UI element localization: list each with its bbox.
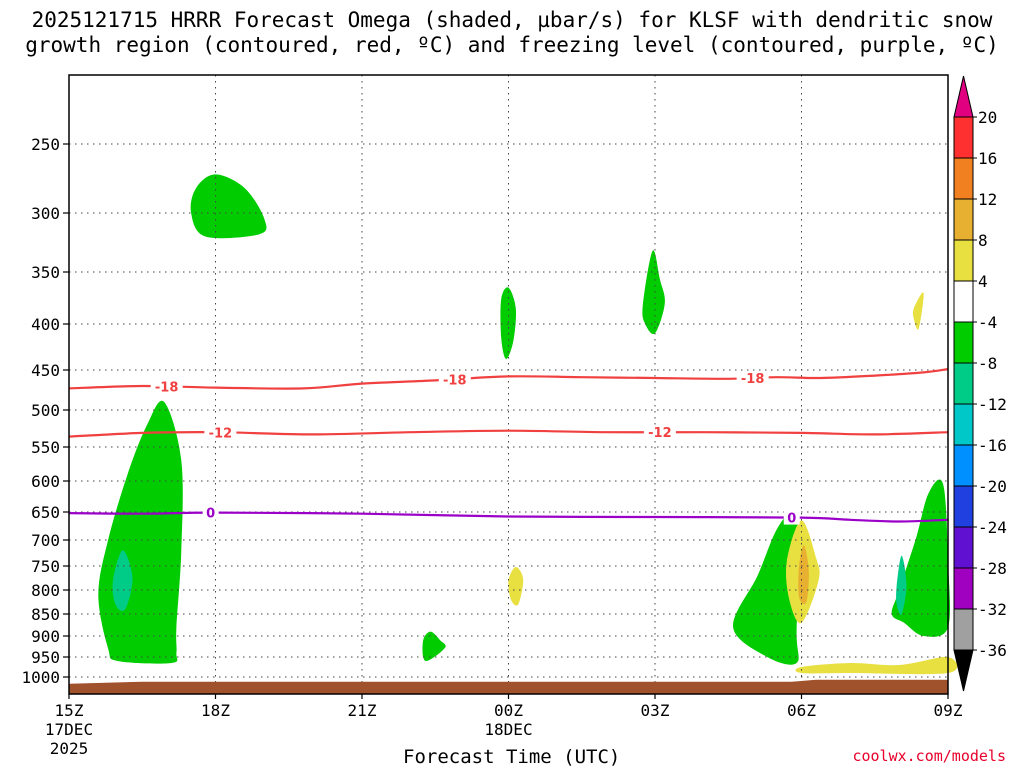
colorbar-seg-2 xyxy=(953,198,974,241)
colorbar-seg-12 xyxy=(953,608,974,651)
colorbar-seg-7 xyxy=(953,403,974,446)
colorbar-seg-9 xyxy=(953,485,974,528)
ascent-05z-low xyxy=(733,511,800,665)
x-axis-label: Forecast Time (UTC) xyxy=(403,746,621,768)
plot-background xyxy=(69,75,948,694)
dgz-minus12-label-bg-1 xyxy=(643,425,676,440)
y-tick-label-850: 850 xyxy=(31,605,60,624)
y-tick-label-800: 800 xyxy=(31,581,60,600)
colorbar-label--8: -8 xyxy=(978,354,997,373)
y-tick-label-950: 950 xyxy=(31,648,60,667)
contour-layer: -18 -18 -18 -12 -12 0 0 xyxy=(68,368,949,527)
colorbar-label-12: 12 xyxy=(978,190,997,209)
ascent-upper-18z xyxy=(190,174,267,239)
x-tick-label-15Z: 15Z xyxy=(55,701,84,720)
colorbar-label-20: 20 xyxy=(978,108,997,127)
freezing-level-line xyxy=(68,511,949,523)
colorbar-seg-10 xyxy=(953,526,974,569)
y-tick-label-450: 450 xyxy=(31,361,60,380)
colorbar-seg-11 xyxy=(953,567,974,610)
dgz-minus18-label-2: -18 xyxy=(741,372,765,387)
descent-near-surface xyxy=(795,656,958,675)
ascent-strong-08z xyxy=(896,555,907,615)
y-tick-label-750: 750 xyxy=(31,557,60,576)
x-tick-label-03Z: 03Z xyxy=(641,701,670,720)
freezing-level-label-0: 0 xyxy=(206,507,215,522)
colorbar-label--24: -24 xyxy=(978,518,1007,537)
y-tick-label-300: 300 xyxy=(31,204,60,223)
y-tick-label-1000: 1000 xyxy=(21,668,60,687)
colorbar-label-4: 4 xyxy=(978,272,988,291)
colorbar-label--36: -36 xyxy=(978,641,1007,660)
colorbar-label-8: 8 xyxy=(978,231,988,250)
x-tick-label-06Z: 06Z xyxy=(787,701,816,720)
x-tick-label-00Z: 00Z xyxy=(494,701,523,720)
dgz-minus12-label-1: -12 xyxy=(648,426,672,441)
dgz-minus18-label-bg-1 xyxy=(438,372,471,387)
dgz-minus18-label-bg-2 xyxy=(736,371,769,385)
descent-strong-06z xyxy=(798,545,809,605)
grid-layer xyxy=(68,75,949,694)
descent-08z-upper xyxy=(912,292,924,330)
freezing-level-label-bg-1 xyxy=(783,510,800,525)
y-tick-label-550: 550 xyxy=(31,438,60,457)
axis-layer: 250 300 350 400 450 500 550 600 650 700 750 800 850 9… xyxy=(21,135,962,758)
ascent-08z-low xyxy=(891,479,951,637)
colorbar-seg-1 xyxy=(953,157,974,200)
colorbar-seg-6 xyxy=(953,362,974,405)
x-tick-sublabel-15Z-1: 2025 xyxy=(50,739,89,758)
credit-link[interactable]: coolwx.com/models xyxy=(852,747,1006,765)
ascent-00z-mid xyxy=(500,287,517,360)
colorbar-label--4: -4 xyxy=(978,313,997,332)
colorbar: 20 16 12 8 4 -4 -8 -12 -16 -20 -24 -28 -32 -36 xyxy=(953,75,1007,692)
colorbar-label--20: -20 xyxy=(978,477,1007,496)
colorbar-seg-0 xyxy=(953,116,974,159)
x-tick-label-18Z: 18Z xyxy=(201,701,230,720)
colorbar-seg-3 xyxy=(953,239,974,282)
colorbar-seg-5 xyxy=(953,321,974,364)
colorbar-label--28: -28 xyxy=(978,559,1007,578)
dgz-minus18-label-1: -18 xyxy=(443,373,467,388)
colorbar-seg-8 xyxy=(953,444,974,487)
x-tick-label-09Z: 09Z xyxy=(934,701,963,720)
dgz-minus12-label-bg-0 xyxy=(204,425,237,440)
descent-00z-low xyxy=(508,566,524,606)
y-tick-label-900: 900 xyxy=(31,627,60,646)
shade-layer xyxy=(98,174,958,675)
y-tick-label-650: 650 xyxy=(31,503,60,522)
colorbar-seg-4 xyxy=(953,280,974,323)
y-tick-label-500: 500 xyxy=(31,401,60,420)
colorbar-label--12: -12 xyxy=(978,395,1007,414)
colorbar-label--16: -16 xyxy=(978,436,1007,455)
y-tick-label-600: 600 xyxy=(31,472,60,491)
ascent-22z-low xyxy=(422,631,446,662)
y-tick-label-400: 400 xyxy=(31,315,60,334)
dgz-minus18-line xyxy=(68,368,949,390)
ground-surface xyxy=(69,679,948,694)
colorbar-label-16: 16 xyxy=(978,149,997,168)
y-tick-label-350: 350 xyxy=(31,263,60,282)
colorbar-top-arrow xyxy=(953,75,974,118)
dgz-minus12-label-0: -12 xyxy=(209,426,233,441)
freezing-level-label-bg-0 xyxy=(202,505,219,520)
ground-layer xyxy=(69,679,948,694)
dgz-minus18-label-0: -18 xyxy=(155,381,179,396)
dgz-minus18-label-bg-0 xyxy=(150,379,183,394)
freezing-level-label-1: 0 xyxy=(787,512,796,527)
x-tick-sublabel-00Z-0: 18DEC xyxy=(484,720,532,739)
colorbar-bottom-arrow xyxy=(953,649,974,692)
x-tick-label-21Z: 21Z xyxy=(348,701,377,720)
chart-title-line2: growth region (contoured, red, ºC) and f… xyxy=(25,33,999,57)
x-tick-sublabel-15Z-0: 17DEC xyxy=(45,720,93,739)
y-tick-label-250: 250 xyxy=(31,135,60,154)
colorbar-label--32: -32 xyxy=(978,600,1007,619)
dgz-minus12-line xyxy=(68,429,949,438)
y-tick-label-700: 700 xyxy=(31,531,60,550)
chart-title-line1: 2025121715 HRRR Forecast Omega (shaded, … xyxy=(31,8,993,32)
ascent-03z-mid xyxy=(642,250,665,335)
